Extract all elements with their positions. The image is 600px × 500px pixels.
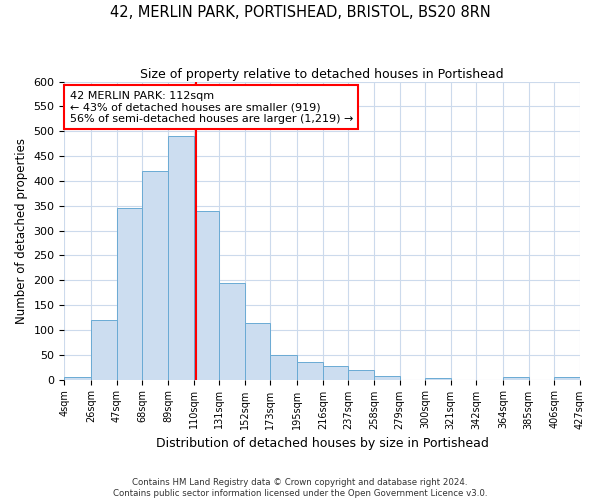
Bar bbox=[297, 362, 323, 380]
Text: 42 MERLIN PARK: 112sqm
← 43% of detached houses are smaller (919)
56% of semi-de: 42 MERLIN PARK: 112sqm ← 43% of detached… bbox=[70, 90, 353, 124]
X-axis label: Distribution of detached houses by size in Portishead: Distribution of detached houses by size … bbox=[156, 437, 488, 450]
Bar bbox=[554, 377, 580, 380]
Bar bbox=[271, 354, 297, 380]
Text: 42, MERLIN PARK, PORTISHEAD, BRISTOL, BS20 8RN: 42, MERLIN PARK, PORTISHEAD, BRISTOL, BS… bbox=[110, 5, 490, 20]
Bar bbox=[425, 378, 451, 380]
Bar bbox=[374, 376, 400, 380]
Bar bbox=[91, 320, 117, 380]
Bar bbox=[168, 136, 194, 380]
Bar bbox=[349, 370, 374, 380]
Bar bbox=[245, 324, 271, 380]
Text: Contains HM Land Registry data © Crown copyright and database right 2024.
Contai: Contains HM Land Registry data © Crown c… bbox=[113, 478, 487, 498]
Bar bbox=[194, 211, 219, 380]
Bar bbox=[64, 377, 91, 380]
Title: Size of property relative to detached houses in Portishead: Size of property relative to detached ho… bbox=[140, 68, 504, 80]
Y-axis label: Number of detached properties: Number of detached properties bbox=[15, 138, 28, 324]
Bar bbox=[117, 208, 142, 380]
Bar bbox=[142, 171, 168, 380]
Bar bbox=[323, 366, 349, 380]
Bar bbox=[219, 283, 245, 380]
Bar bbox=[503, 377, 529, 380]
